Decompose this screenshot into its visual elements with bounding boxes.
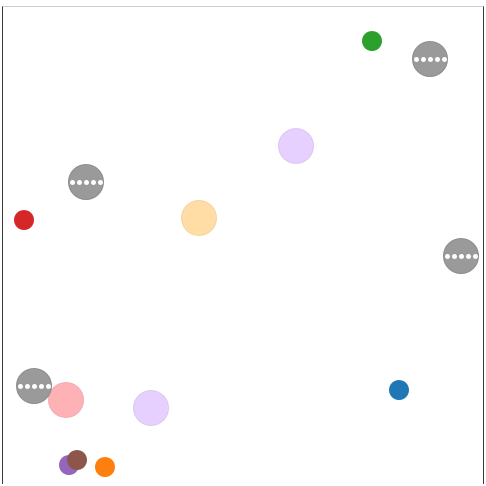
marker-dot (45, 383, 51, 389)
marker-dot (427, 56, 433, 62)
marker-dot (434, 56, 440, 62)
peach-ball[interactable] (181, 200, 217, 236)
marker-dot (441, 56, 447, 62)
gray-marker-top-right[interactable] (412, 41, 448, 77)
marker-dot (17, 383, 23, 389)
marker-dot (76, 179, 82, 185)
marker-dot (465, 253, 471, 259)
marker-dot (24, 383, 30, 389)
green-ball[interactable] (362, 31, 382, 51)
lavender-ball-lower[interactable] (133, 390, 169, 426)
marker-dot (458, 253, 464, 259)
lavender-ball-upper[interactable] (278, 128, 314, 164)
marker-dot (444, 253, 450, 259)
marker-dot (472, 253, 478, 259)
gray-marker-right-middle[interactable] (443, 238, 479, 274)
marker-dot (83, 179, 89, 185)
marker-dot (69, 179, 75, 185)
orange-ball[interactable] (95, 457, 115, 477)
marker-dot (413, 56, 419, 62)
gray-marker-left-upper[interactable] (68, 164, 104, 200)
marker-dot (38, 383, 44, 389)
marker-dot (451, 253, 457, 259)
gray-marker-left-lower[interactable] (16, 368, 52, 404)
brown-ball[interactable] (67, 450, 87, 470)
marker-dot (97, 179, 103, 185)
pink-ball[interactable] (48, 382, 84, 418)
blue-ball[interactable] (389, 380, 409, 400)
marker-dot (420, 56, 426, 62)
marker-dot (31, 383, 37, 389)
red-ball[interactable] (14, 210, 34, 230)
marker-dot (90, 179, 96, 185)
game-arena[interactable] (2, 6, 484, 484)
